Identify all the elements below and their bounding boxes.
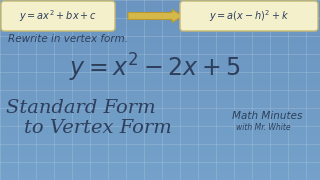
Text: $y = a(x - h)^2 + k$: $y = a(x - h)^2 + k$	[209, 8, 289, 24]
Text: $y = ax^2 + bx + c$: $y = ax^2 + bx + c$	[19, 8, 97, 24]
Text: Math Minutes: Math Minutes	[232, 111, 302, 121]
Text: with Mr. White: with Mr. White	[236, 123, 291, 132]
Text: Standard Form: Standard Form	[6, 99, 156, 117]
Text: $y = x^2 - 2x + 5$: $y = x^2 - 2x + 5$	[69, 52, 241, 84]
FancyArrow shape	[128, 10, 183, 22]
Text: Rewrite in vertex form.: Rewrite in vertex form.	[8, 34, 128, 44]
FancyBboxPatch shape	[180, 1, 318, 31]
Text: to Vertex Form: to Vertex Form	[24, 119, 172, 137]
FancyBboxPatch shape	[1, 1, 115, 31]
